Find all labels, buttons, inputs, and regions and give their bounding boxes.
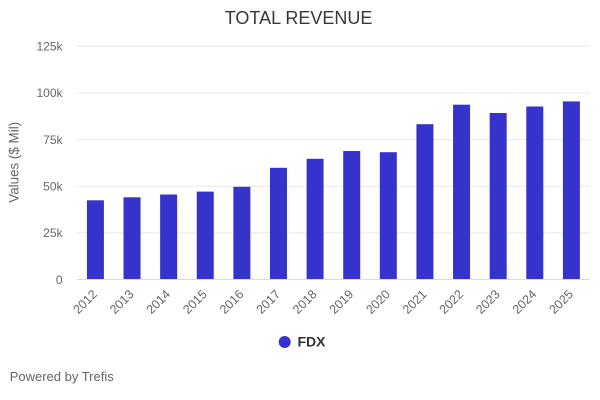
- svg-text:2018: 2018: [290, 287, 320, 317]
- svg-text:Powered by Trefis: Powered by Trefis: [10, 369, 115, 384]
- svg-text:2022: 2022: [437, 287, 467, 317]
- svg-text:100k: 100k: [36, 86, 63, 100]
- svg-text:2016: 2016: [217, 287, 247, 317]
- svg-text:125k: 125k: [36, 40, 63, 54]
- svg-text:2023: 2023: [473, 287, 503, 317]
- svg-text:2020: 2020: [363, 287, 393, 317]
- svg-text:2017: 2017: [254, 287, 284, 317]
- svg-text:75k: 75k: [43, 133, 63, 147]
- svg-text:2014: 2014: [144, 287, 174, 317]
- svg-text:2025: 2025: [546, 287, 576, 317]
- svg-text:2013: 2013: [107, 287, 137, 317]
- svg-text:25k: 25k: [43, 226, 63, 240]
- svg-text:2012: 2012: [70, 287, 100, 317]
- svg-text:2024: 2024: [510, 287, 540, 317]
- svg-text:2021: 2021: [400, 287, 430, 317]
- svg-text:0: 0: [56, 273, 63, 287]
- svg-text:50k: 50k: [43, 180, 63, 194]
- svg-text:Values ($ Mil): Values ($ Mil): [7, 122, 22, 203]
- svg-text:2019: 2019: [327, 287, 357, 317]
- svg-text:2015: 2015: [180, 287, 210, 317]
- svg-text:FDX: FDX: [298, 334, 327, 350]
- svg-text:TOTAL REVENUE: TOTAL REVENUE: [225, 8, 373, 28]
